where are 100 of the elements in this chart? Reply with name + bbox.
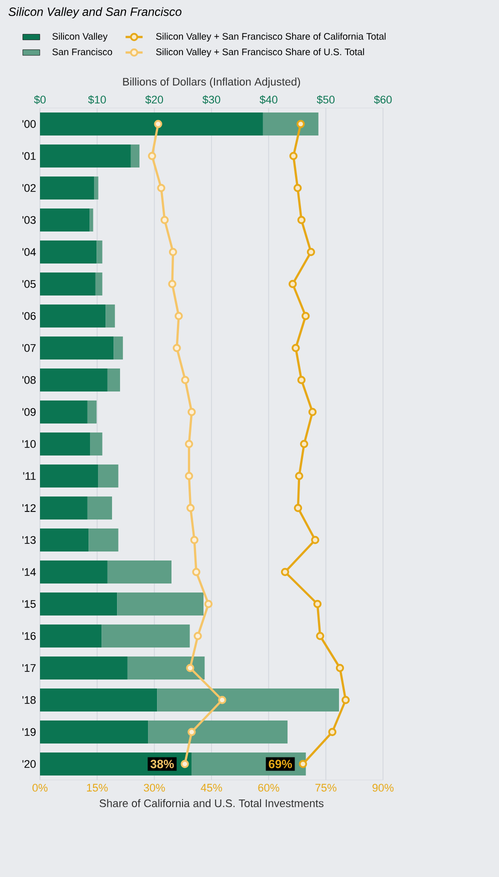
point bbox=[295, 472, 304, 480]
point bbox=[148, 152, 156, 160]
point bbox=[308, 408, 317, 416]
x2-tick-label: 30% bbox=[144, 784, 165, 792]
bar bbox=[88, 528, 118, 552]
bar bbox=[107, 368, 120, 392]
x-tick-label: $10 bbox=[88, 95, 106, 104]
y-tick-label: '02 bbox=[22, 184, 36, 192]
bar bbox=[40, 368, 108, 392]
point bbox=[342, 696, 350, 704]
y-tick-label: '12 bbox=[22, 504, 36, 512]
legend-label: Silicon Valley bbox=[52, 32, 108, 42]
point bbox=[180, 760, 189, 768]
y-tick-label: '19 bbox=[22, 728, 36, 736]
point bbox=[297, 376, 306, 384]
point bbox=[289, 152, 298, 160]
x2-axis-title: Share of California and U.S. Total Investments bbox=[100, 799, 324, 808]
legend-label: San Francisco bbox=[52, 48, 112, 56]
bar bbox=[148, 720, 288, 744]
bar bbox=[87, 496, 112, 520]
point bbox=[168, 280, 176, 288]
y-tick-label: '20 bbox=[22, 760, 36, 768]
point bbox=[296, 120, 305, 128]
y-tick-label: '15 bbox=[22, 600, 36, 608]
bar bbox=[157, 688, 339, 712]
y-tick-label: '13 bbox=[22, 536, 36, 544]
bar bbox=[40, 112, 263, 136]
bar bbox=[40, 400, 88, 424]
point bbox=[174, 312, 183, 320]
x-tick-label: $60 bbox=[374, 95, 392, 104]
point bbox=[192, 568, 200, 576]
y-tick-label: '16 bbox=[22, 632, 36, 640]
bar bbox=[107, 560, 172, 584]
point bbox=[302, 312, 310, 320]
bar bbox=[95, 272, 102, 296]
x2-tick-label: 0% bbox=[32, 784, 48, 792]
point bbox=[294, 184, 302, 192]
point bbox=[336, 664, 344, 672]
y-tick-label: '04 bbox=[22, 248, 36, 256]
bar bbox=[117, 592, 204, 616]
point bbox=[297, 216, 306, 224]
y-tick-label: '09 bbox=[22, 408, 36, 416]
point bbox=[292, 344, 300, 352]
point bbox=[168, 248, 178, 256]
point bbox=[186, 664, 194, 672]
bar bbox=[40, 496, 88, 520]
point bbox=[280, 568, 290, 576]
point bbox=[294, 504, 302, 512]
bar bbox=[40, 336, 114, 360]
bar bbox=[40, 688, 158, 712]
point bbox=[194, 632, 202, 640]
x2-tick-label: 90% bbox=[372, 784, 394, 792]
point bbox=[204, 600, 213, 608]
bar bbox=[90, 208, 94, 232]
point bbox=[311, 536, 320, 544]
y-tick-label: '14 bbox=[22, 568, 36, 576]
chart-title: Silicon Valley and San Francisco bbox=[8, 7, 182, 18]
x-tick-label: $0 bbox=[34, 95, 46, 104]
x-tick-label: $20 bbox=[145, 95, 164, 104]
bar bbox=[130, 144, 140, 168]
point bbox=[154, 120, 162, 128]
bar bbox=[40, 144, 131, 168]
point bbox=[172, 344, 181, 352]
x2-tick-label: 75% bbox=[315, 784, 336, 792]
bar bbox=[127, 656, 205, 680]
data-label: 38% bbox=[150, 760, 174, 768]
x-tick-label: $30 bbox=[202, 95, 220, 104]
x-tick-label: $50 bbox=[316, 95, 335, 104]
point bbox=[184, 472, 194, 480]
point bbox=[300, 440, 308, 448]
point bbox=[157, 184, 166, 192]
bar bbox=[87, 400, 97, 424]
bar bbox=[40, 432, 90, 456]
point bbox=[181, 376, 190, 384]
bar bbox=[40, 464, 98, 488]
bar bbox=[102, 624, 190, 648]
x-axis-title: Billions of Dollars (Inflation Adjusted) bbox=[123, 78, 300, 88]
point bbox=[186, 504, 195, 512]
x2-tick-label: 45% bbox=[200, 784, 222, 792]
y-tick-label: '01 bbox=[22, 152, 36, 160]
bar bbox=[90, 432, 102, 456]
bar bbox=[40, 592, 118, 616]
point bbox=[316, 632, 324, 640]
bar bbox=[40, 560, 108, 584]
legend-label: Silicon Valley + San Francisco Share of U.S. Total bbox=[156, 48, 364, 58]
y-tick-label: '05 bbox=[22, 280, 36, 288]
y-tick-label: '00 bbox=[22, 120, 36, 128]
y-tick-label: '03 bbox=[22, 216, 36, 224]
point bbox=[190, 536, 198, 544]
x2-tick-label: 60% bbox=[258, 784, 280, 792]
bar bbox=[40, 656, 128, 680]
bar bbox=[114, 336, 123, 360]
bar bbox=[40, 304, 106, 328]
bar bbox=[106, 304, 115, 328]
y-tick-label: '10 bbox=[22, 440, 36, 448]
x2-tick-label: 15% bbox=[87, 784, 108, 792]
point bbox=[188, 408, 196, 416]
point bbox=[306, 248, 316, 256]
y-tick-label: '07 bbox=[22, 344, 36, 352]
point bbox=[188, 728, 196, 736]
